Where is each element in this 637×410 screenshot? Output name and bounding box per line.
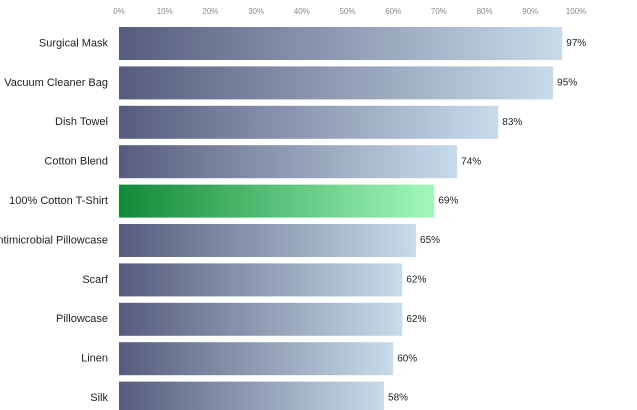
bar bbox=[119, 145, 458, 179]
y-tick-label: Scarf bbox=[82, 274, 109, 286]
bar bbox=[119, 381, 385, 410]
x-tick-label: 20% bbox=[202, 7, 218, 16]
bar bbox=[119, 27, 563, 60]
y-tick-label: 100% Cotton T-Shirt bbox=[9, 195, 108, 207]
value-label: 62% bbox=[406, 314, 426, 325]
y-tick-label: Linen bbox=[81, 353, 108, 365]
value-label: 69% bbox=[438, 196, 458, 207]
x-tick-label: 100% bbox=[566, 7, 586, 16]
y-tick-label: Cotton Blend bbox=[44, 156, 108, 168]
bar bbox=[119, 263, 403, 297]
y-tick-label: Silk bbox=[90, 392, 108, 404]
x-tick-label: 10% bbox=[157, 7, 173, 16]
value-label: 62% bbox=[406, 275, 426, 286]
y-tick-label: Surgical Mask bbox=[39, 37, 109, 49]
bar bbox=[119, 224, 417, 257]
bar bbox=[119, 184, 435, 218]
bar bbox=[119, 302, 403, 336]
x-tick-label: 80% bbox=[477, 7, 493, 16]
value-label: 97% bbox=[566, 38, 586, 49]
x-tick-label: 60% bbox=[385, 7, 401, 16]
x-tick-label: 90% bbox=[522, 7, 538, 16]
x-tick-label: 70% bbox=[431, 7, 447, 16]
value-label: 65% bbox=[420, 235, 440, 246]
value-label: 83% bbox=[502, 117, 522, 128]
bar bbox=[119, 66, 554, 100]
value-label: 60% bbox=[397, 353, 417, 364]
y-tick-label: Vacuum Cleaner Bag bbox=[4, 77, 108, 89]
value-label: 95% bbox=[557, 78, 577, 89]
value-label: 74% bbox=[461, 156, 481, 167]
y-tick-label: Dish Towel bbox=[55, 116, 108, 128]
value-label: 58% bbox=[388, 393, 408, 404]
x-tick-label: 0% bbox=[113, 7, 125, 16]
bar bbox=[119, 342, 394, 376]
x-tick-label: 40% bbox=[294, 7, 310, 16]
y-tick-label: Pillowcase bbox=[56, 313, 108, 325]
x-tick-label: 50% bbox=[339, 7, 355, 16]
x-tick-label: 30% bbox=[248, 7, 264, 16]
bar bbox=[119, 105, 499, 139]
y-tick-label: Antimicrobial Pillowcase bbox=[0, 234, 108, 246]
